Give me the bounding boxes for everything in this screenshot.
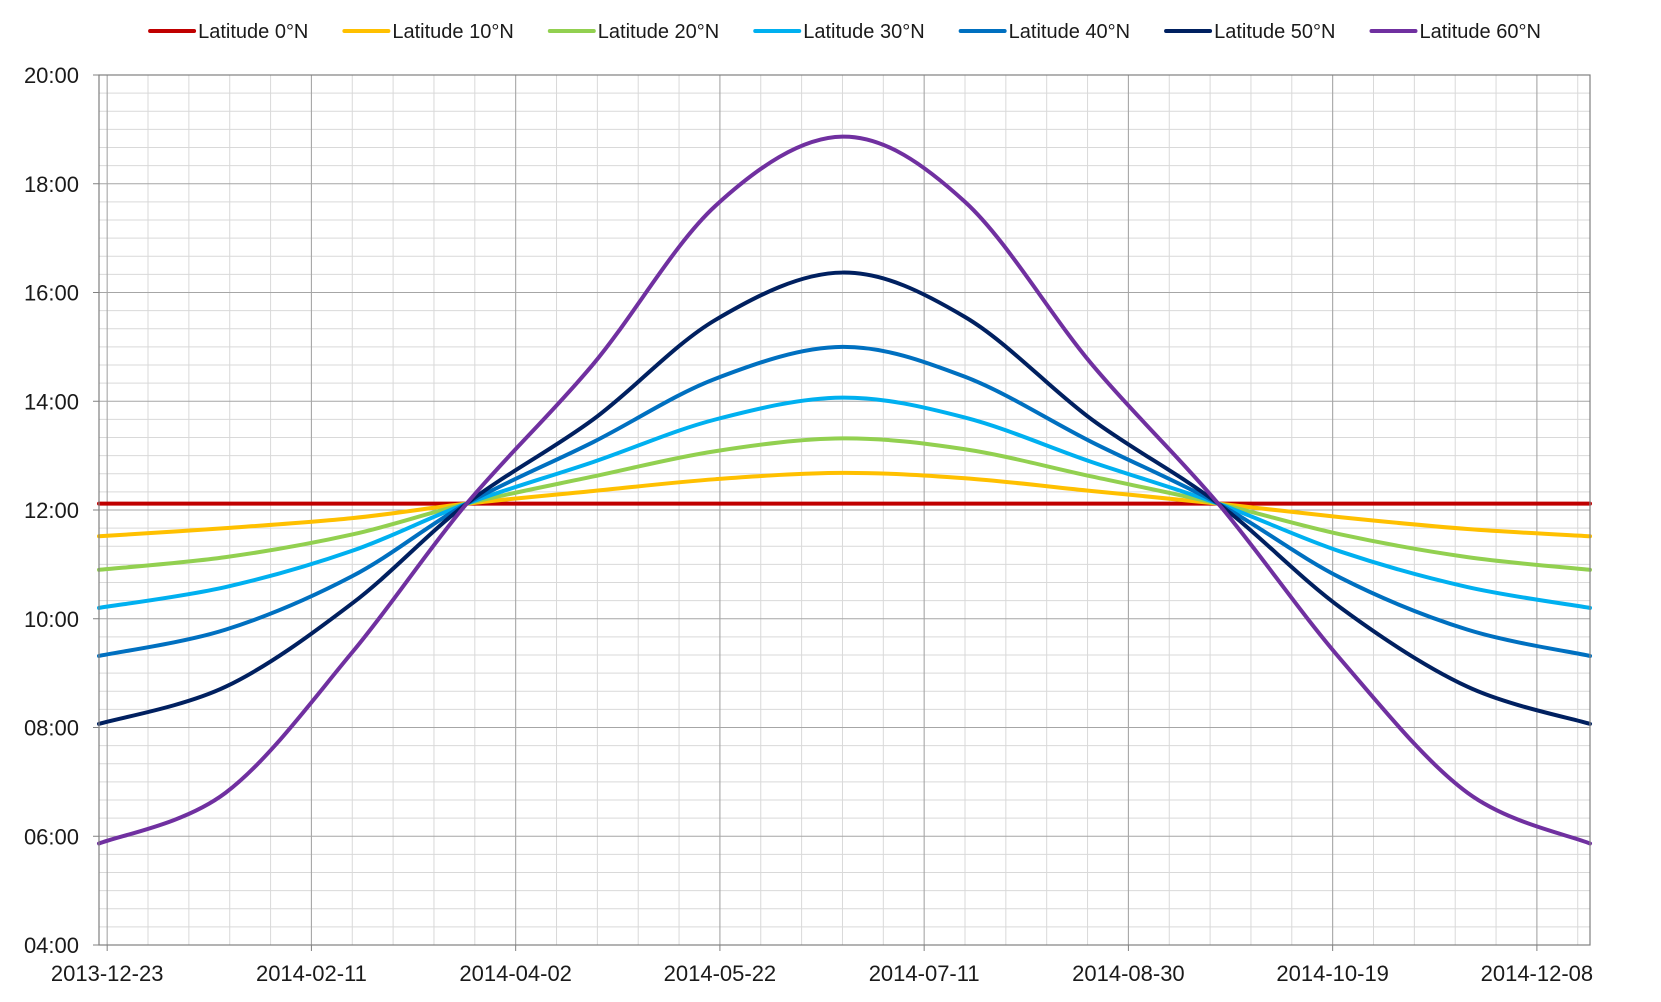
legend-label: Latitude 0°N xyxy=(198,21,308,43)
x-tick-label: 2013-12-23 xyxy=(51,961,164,986)
series-line-1 xyxy=(97,470,1592,539)
legend-label: Latitude 20°N xyxy=(598,21,719,43)
x-tick-label: 2014-07-11 xyxy=(869,961,980,986)
y-tick-label: 20:00 xyxy=(24,63,79,88)
legend-item-1: Latitude 10°N xyxy=(342,21,514,43)
legend-item-0: Latitude 0°N xyxy=(148,21,308,43)
legend-label: Latitude 10°N xyxy=(392,21,513,43)
y-tick-label: 06:00 xyxy=(24,824,79,849)
series-line-3 xyxy=(97,395,1592,610)
legend-label: Latitude 50°N xyxy=(1214,21,1335,43)
series-line-6 xyxy=(97,134,1592,846)
legend: Latitude 0°N Latitude 10°N Latitude 20°N La… xyxy=(148,21,1541,43)
legend-item-3: Latitude 30°N xyxy=(753,21,925,43)
x-tick-label: 2014-04-02 xyxy=(459,961,572,986)
series-lines xyxy=(97,134,1592,846)
x-tick-label: 2014-05-22 xyxy=(664,961,777,986)
legend-label: Latitude 40°N xyxy=(1009,21,1130,43)
legend-item-2: Latitude 20°N xyxy=(547,21,719,43)
x-tick-label: 2014-12-08 xyxy=(1481,961,1594,986)
series-line-4 xyxy=(97,344,1592,658)
legend-item-5: Latitude 50°N xyxy=(1164,21,1335,43)
x-tick-label: 2014-10-19 xyxy=(1276,961,1389,986)
legend-label: Latitude 60°N xyxy=(1419,21,1540,43)
minor-gridlines xyxy=(99,75,1590,945)
y-tick-label: 12:00 xyxy=(24,498,79,523)
series-line-5 xyxy=(97,270,1592,726)
x-tick-label: 2014-02-11 xyxy=(256,961,367,986)
series-line-2 xyxy=(97,436,1592,572)
y-tick-label: 08:00 xyxy=(24,716,79,741)
legend-label: Latitude 30°N xyxy=(803,21,924,43)
legend-item-6: Latitude 60°N xyxy=(1369,21,1541,43)
y-tick-label: 16:00 xyxy=(24,281,79,306)
x-axis-tick-labels: 2013-12-23 2014-02-11 2014-04-02 2014-05-22… xyxy=(51,945,1593,986)
legend-item-4: Latitude 40°N xyxy=(958,21,1130,43)
x-tick-label: 2014-08-30 xyxy=(1072,961,1185,986)
y-tick-label: 18:00 xyxy=(24,172,79,197)
y-tick-label: 04:00 xyxy=(24,933,79,958)
y-tick-label: 14:00 xyxy=(24,389,79,414)
major-gridlines xyxy=(99,74,1590,946)
y-axis-tick-labels: 04:00 06:00 08:00 10:00 12:00 14:00 16:00 18:00… xyxy=(24,63,99,958)
y-tick-label: 10:00 xyxy=(24,607,79,632)
